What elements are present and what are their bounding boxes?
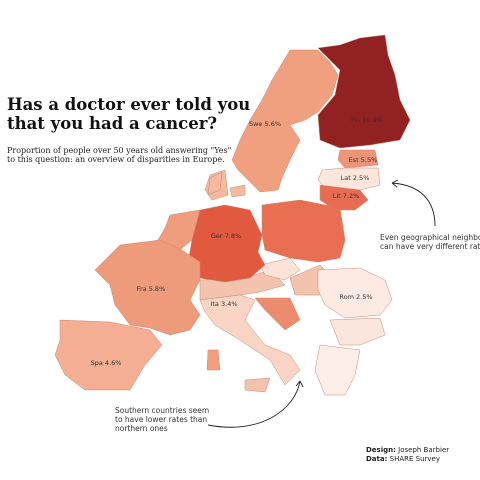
region-value: 5.5% [361, 156, 378, 164]
region-value: 5.6% [265, 120, 282, 128]
region-labels: Swe 5.6% Fin 10.9% Est 5.5% Lat 2.5% Lit… [91, 116, 383, 367]
region-label: Fra 5.8% [137, 285, 166, 293]
arrow [207, 380, 301, 428]
title-line: that you had a cancer? [7, 114, 217, 133]
region-value: 4.6% [105, 359, 122, 367]
region-value: 2.5% [353, 174, 370, 182]
country [207, 171, 223, 196]
annotations: Even geographical neighbors can have ver… [115, 179, 480, 433]
annotation-line: northern ones [115, 424, 168, 433]
regions [54, 34, 411, 391]
country [244, 377, 271, 393]
region-name: Fra [137, 285, 147, 293]
country [259, 257, 301, 281]
region-name: Swe [249, 120, 262, 128]
region-value: 7.8% [225, 232, 242, 240]
country-sweden [231, 49, 339, 193]
region-label: Swe 5.6% [249, 120, 281, 128]
country [261, 199, 346, 263]
credit-line: Data: SHARE Survey [366, 455, 440, 463]
region-name: Fin [351, 116, 360, 124]
region-value: 5.8% [149, 285, 166, 293]
country [254, 297, 301, 331]
annotation-line: Even geographical neighbors [380, 233, 480, 242]
country-latvia [317, 167, 381, 191]
country-estonia [337, 149, 379, 169]
region-value: 3.4% [221, 300, 238, 308]
other-countries [157, 169, 386, 396]
region-label: Spa 4.6% [91, 359, 122, 367]
region-name: Ita [210, 300, 218, 308]
region-label: Lat 2.5% [341, 174, 370, 182]
country [229, 184, 246, 198]
region-label: Ita 3.4% [210, 300, 237, 308]
region-value: 2.5% [356, 293, 373, 301]
arrow [391, 182, 436, 227]
region-name: Spa [91, 359, 103, 367]
country [314, 344, 361, 396]
credit-text: SHARE Survey [390, 455, 440, 463]
annotation-line: can have very different rates [380, 242, 480, 251]
subtitle-line: Proportion of people over 50 years old a… [7, 146, 231, 155]
region-name: Est [349, 156, 359, 164]
region-label: Ger 7.8% [211, 232, 241, 240]
arrowhead [295, 380, 304, 388]
country [329, 317, 386, 346]
subtitle-line: to this question: an overview of dispari… [7, 155, 225, 164]
region-label: Fin 10.9% [351, 116, 383, 124]
region-name: Lit [333, 192, 341, 200]
region-value: 10.9% [362, 116, 383, 124]
region-label: Lit 7.2% [333, 192, 360, 200]
credit-label: Design: [366, 446, 396, 454]
country-italy [199, 294, 301, 386]
credits: Design: Joseph Barbier Data: SHARE Surve… [366, 446, 449, 463]
country-finland [317, 34, 411, 149]
annotation-line: to have lower rates than [115, 415, 207, 424]
title-line: Has a doctor ever told you [7, 95, 250, 114]
country-france [94, 239, 201, 336]
region-label: Rom 2.5% [339, 293, 372, 301]
country-lithuania [319, 184, 369, 211]
region-name: Lat [341, 174, 352, 182]
credit-label: Data: [366, 455, 388, 463]
region-name: Ger [211, 232, 223, 240]
country-romania [317, 267, 393, 319]
region-value: 7.2% [343, 192, 360, 200]
credit-text: Joseph Barbier [397, 446, 449, 454]
region-label: Est 5.5% [349, 156, 378, 164]
header: Has a doctor ever told you that you had … [7, 95, 250, 164]
annotation-line: Southern countries seem [115, 406, 209, 415]
credit-line: Design: Joseph Barbier [366, 446, 449, 454]
region-name: Rom [339, 293, 354, 301]
country-spain [54, 319, 163, 391]
arrowhead [391, 179, 399, 188]
country [206, 349, 221, 371]
